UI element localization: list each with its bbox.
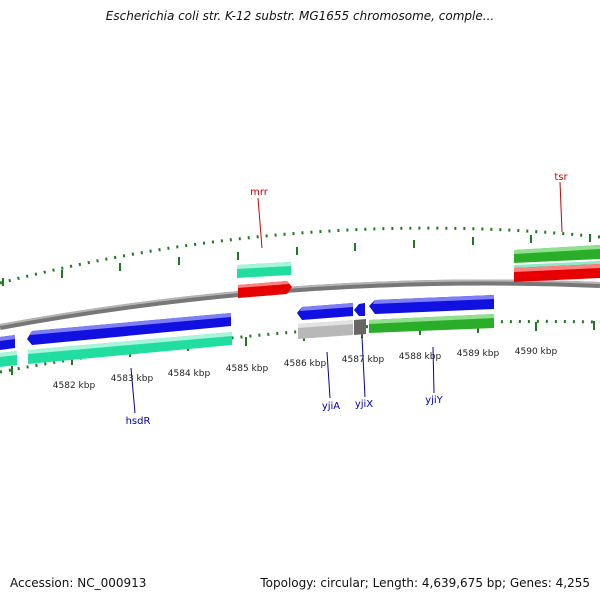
gene-label-yjiY[interactable]: yjiY	[425, 395, 443, 406]
gene-label-hsdR[interactable]: hsdR	[126, 416, 151, 427]
feature-block-hsdR-cds[interactable]	[28, 332, 232, 364]
gene-label-yjiA[interactable]: yjiA	[322, 401, 340, 412]
gene-arrow-yjiY[interactable]	[369, 295, 494, 314]
reverse-features[interactable]	[0, 295, 494, 367]
tick-label: 4584 kbp	[168, 369, 211, 379]
kbp-labels: 4582 kbp 4583 kbp 4584 kbp 4585 kbp 4586…	[53, 347, 558, 391]
tick-label: 4582 kbp	[53, 381, 96, 391]
feature-block-yjiY-cds[interactable]	[369, 314, 494, 333]
gene-label-mrr[interactable]: mrr	[250, 187, 269, 198]
topology-label: Topology: circular; Length: 4,639,675 bp…	[260, 576, 590, 590]
map-title: Escherichia coli str. K-12 substr. MG165…	[105, 9, 495, 23]
gene-arrow-hsdR[interactable]	[27, 313, 231, 345]
feature-block-left-edge[interactable]	[0, 351, 17, 367]
tick-label: 4590 kbp	[515, 347, 558, 357]
tick-label: 4589 kbp	[457, 349, 500, 359]
tick-label: 4583 kbp	[111, 374, 154, 384]
gene-arrow-mrr[interactable]	[238, 281, 292, 298]
tick-label: 4586 kbp	[284, 359, 327, 369]
gene-arrow-yjiX[interactable]	[354, 303, 365, 316]
feature-block-yjiA-pseudo[interactable]	[298, 320, 353, 339]
gene-arrow-left-edge[interactable]	[0, 335, 15, 350]
tick-label: 4585 kbp	[226, 364, 269, 374]
tick-label: 4588 kbp	[399, 352, 442, 362]
gene-arrow-yjiA[interactable]	[297, 303, 353, 320]
chromosome-backbone	[0, 279, 600, 330]
feature-block-yjiX-pseudo[interactable]	[354, 319, 366, 335]
accession-label: Accession: NC_000913	[10, 576, 147, 590]
forward-features[interactable]	[237, 245, 600, 298]
gene-block-tsr-green[interactable]	[514, 245, 600, 263]
feature-block-mrr-cds[interactable]	[237, 262, 291, 278]
gene-label-yjiX[interactable]: yjiX	[355, 399, 373, 410]
label-leaders	[130, 181, 563, 414]
gene-arrow-tsr[interactable]	[514, 264, 600, 282]
gene-labels: mrr tsr hsdR yjiA yjiX yjiY	[126, 172, 569, 427]
tick-label: 4587 kbp	[342, 355, 385, 365]
forward-tick-ring	[0, 226, 600, 286]
gene-label-tsr[interactable]: tsr	[554, 172, 568, 183]
